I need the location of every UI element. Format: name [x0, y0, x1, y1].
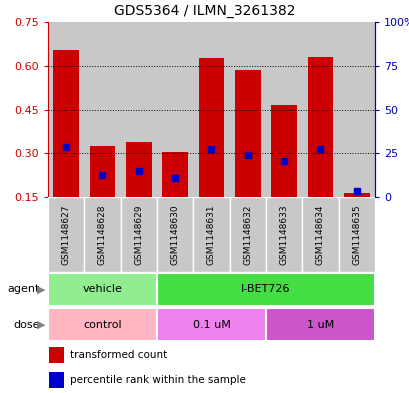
Text: GSM1148631: GSM1148631: [207, 204, 216, 265]
Text: GSM1148628: GSM1148628: [98, 204, 107, 265]
Bar: [265, 308, 374, 341]
Bar: [48, 197, 84, 272]
Text: control: control: [83, 320, 121, 329]
Text: agent: agent: [7, 285, 40, 294]
Bar: [90, 146, 115, 197]
Bar: [157, 273, 374, 306]
Text: GSM1148632: GSM1148632: [243, 204, 252, 265]
Text: GSM1148627: GSM1148627: [61, 204, 70, 265]
Bar: [338, 22, 374, 197]
Bar: [53, 50, 79, 197]
Text: GSM1148633: GSM1148633: [279, 204, 288, 265]
Bar: [157, 197, 193, 272]
Bar: [193, 197, 229, 272]
Bar: [265, 22, 301, 197]
Bar: [234, 70, 260, 197]
Text: vehicle: vehicle: [82, 285, 122, 294]
Text: ▶: ▶: [37, 320, 46, 329]
Bar: [229, 197, 265, 272]
Bar: [49, 347, 63, 364]
Text: ▶: ▶: [37, 285, 46, 294]
Bar: [162, 152, 187, 197]
Bar: [229, 22, 265, 197]
Bar: [48, 308, 157, 341]
Bar: [120, 22, 157, 197]
Text: transformed count: transformed count: [70, 350, 166, 360]
Bar: [84, 22, 120, 197]
Bar: [265, 197, 301, 272]
Bar: [48, 22, 84, 197]
Bar: [338, 197, 374, 272]
Text: dose: dose: [13, 320, 40, 329]
Text: I-BET726: I-BET726: [240, 285, 290, 294]
Bar: [301, 22, 338, 197]
Bar: [84, 197, 120, 272]
Text: GDS5364 / ILMN_3261382: GDS5364 / ILMN_3261382: [114, 4, 295, 18]
Bar: [157, 308, 265, 341]
Bar: [198, 59, 224, 197]
Text: GSM1148635: GSM1148635: [351, 204, 360, 265]
Text: GSM1148629: GSM1148629: [134, 204, 143, 265]
Bar: [48, 273, 157, 306]
Bar: [343, 193, 369, 197]
Text: GSM1148634: GSM1148634: [315, 204, 324, 265]
Bar: [126, 141, 151, 197]
Text: GSM1148630: GSM1148630: [170, 204, 179, 265]
Text: 1 uM: 1 uM: [306, 320, 333, 329]
Text: percentile rank within the sample: percentile rank within the sample: [70, 375, 245, 385]
Bar: [193, 22, 229, 197]
Text: 0.1 uM: 0.1 uM: [192, 320, 230, 329]
Bar: [49, 371, 63, 388]
Bar: [120, 197, 157, 272]
Bar: [271, 105, 296, 197]
Bar: [301, 197, 338, 272]
Bar: [307, 57, 333, 197]
Bar: [157, 22, 193, 197]
